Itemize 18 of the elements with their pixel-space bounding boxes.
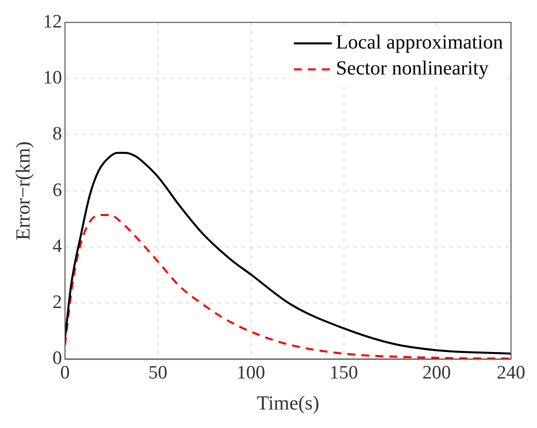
- line-series: [65, 152, 511, 355]
- line-series: [65, 214, 511, 360]
- x-tick-label: 240: [496, 362, 526, 384]
- x-tick-label: 100: [236, 362, 266, 384]
- x-tick-label: 200: [422, 362, 451, 384]
- x-tick-label: 150: [330, 362, 358, 384]
- legend-label: Local approximation: [336, 32, 504, 54]
- y-tick-label: 8: [52, 124, 62, 145]
- x-tick-label: 50: [148, 362, 168, 384]
- legend-label: Sector nonlinearity: [336, 58, 489, 80]
- y-tick-label: 10: [43, 68, 62, 89]
- y-axis-title: Error−r(km): [12, 141, 34, 240]
- y-tick-label: 12: [43, 11, 62, 32]
- y-tick-label: 4: [52, 236, 62, 257]
- y-tick-label: 2: [52, 292, 62, 314]
- y-tick-label: 0: [52, 348, 62, 370]
- x-axis-title: Time(s): [256, 392, 320, 414]
- y-tick-label: 6: [52, 180, 62, 201]
